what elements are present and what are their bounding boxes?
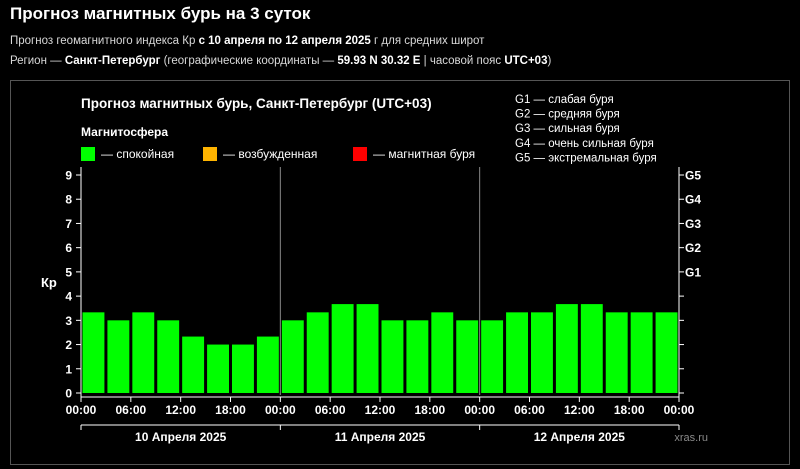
g-tick-label-g4: G4: [685, 193, 701, 207]
bar-3: [132, 312, 155, 393]
bar-7: [232, 344, 254, 393]
kp-chart: Прогноз магнитных бурь, Санкт-Петербург …: [41, 94, 708, 444]
sub1-prefix: Прогноз геомагнитного индекса Кр: [10, 35, 199, 47]
g-tick-label-g3: G3: [685, 217, 701, 231]
bar-18: [506, 312, 528, 393]
g-tick-label-g5: G5: [685, 169, 701, 183]
sub1-dates: с 10 апреля по 12 апреля 2025: [198, 35, 371, 47]
day-label-1: 10 Апреля 2025: [135, 430, 227, 444]
day-label-2: 11 Апреля 2025: [335, 430, 426, 444]
x-tick-label-10: 06:00: [514, 403, 545, 417]
region-coords: 59.93 N 30.32 E: [337, 55, 421, 67]
x-tick-label-2: 06:00: [115, 403, 146, 417]
watermark: xras.ru: [674, 432, 708, 444]
legend-swatch-1: [81, 147, 95, 161]
x-tick-label-1: 00:00: [66, 403, 97, 417]
bar-6: [207, 344, 229, 393]
y-tick-label-9: 9: [65, 169, 72, 183]
forecast-description: Прогноз геомагнитного индекса Кр с 10 ап…: [10, 35, 484, 47]
sub2-mid2: | часовой пояс: [420, 55, 505, 67]
sub2-prefix: Регион —: [10, 55, 65, 67]
y-tick-label-0: 0: [65, 387, 72, 401]
bar-21: [580, 304, 603, 393]
region-info: Регион — Санкт-Петербург (географические…: [10, 55, 551, 67]
legend-swatch-2: [203, 147, 217, 161]
x-tick-label-4: 18:00: [215, 403, 246, 417]
x-tick-label-8: 18:00: [414, 403, 445, 417]
chart-panel: Прогноз магнитных бурь, Санкт-Петербург …: [10, 80, 790, 465]
sub1-suffix: г для средних широт: [370, 35, 485, 47]
y-tick-label-3: 3: [65, 314, 72, 328]
bar-16: [456, 320, 479, 393]
bar-12: [356, 304, 379, 393]
bar-13: [381, 320, 404, 393]
y-tick-label-8: 8: [65, 193, 72, 207]
day-label-3: 12 Апреля 2025: [534, 430, 626, 444]
bar-14: [406, 320, 429, 393]
chart-title: Прогноз магнитных бурь, Санкт-Петербург …: [81, 96, 432, 111]
x-tick-label-13: 00:00: [664, 403, 695, 417]
g-scale-item-4: G4 — очень сильная буря: [515, 138, 654, 150]
bar-24: [655, 312, 678, 393]
x-tick-label-12: 18:00: [614, 403, 645, 417]
g-scale-item-1: G1 — слабая буря: [515, 94, 614, 106]
bar-17: [481, 320, 504, 393]
bar-9: [281, 320, 304, 393]
g-scale-item-5: G5 — экстремальная буря: [515, 152, 657, 164]
y-tick-label-5: 5: [65, 265, 72, 279]
x-tick-label-6: 06:00: [315, 403, 346, 417]
region-timezone: UTC+03: [504, 55, 548, 67]
legend-label-3: — магнитная буря: [373, 147, 475, 161]
y-tick-label-1: 1: [65, 362, 72, 376]
region-city: Санкт-Петербург: [64, 55, 161, 67]
bar-20: [555, 304, 578, 393]
bar-1: [82, 312, 105, 393]
g-scale-item-3: G3 — сильная буря: [515, 123, 620, 135]
x-tick-label-11: 12:00: [564, 403, 595, 417]
bar-2: [107, 320, 130, 393]
x-tick-label-7: 12:00: [365, 403, 396, 417]
g-tick-label-g1: G1: [685, 265, 701, 279]
x-tick-label-9: 00:00: [464, 403, 495, 417]
page-title: Прогноз магнитных бурь на 3 суток: [10, 4, 311, 23]
legend-title: Магнитосфера: [81, 125, 168, 139]
legend-swatch-3: [353, 147, 367, 161]
y-tick-label-6: 6: [65, 241, 72, 255]
bar-23: [630, 312, 653, 393]
legend-label-1: — спокойная: [101, 147, 174, 161]
x-tick-label-5: 00:00: [265, 403, 296, 417]
bar-11: [331, 304, 354, 393]
x-tick-label-3: 12:00: [165, 403, 196, 417]
g-scale-item-2: G2 — средняя буря: [515, 109, 620, 121]
sub2-suffix: ): [547, 55, 552, 67]
g-tick-label-g2: G2: [685, 241, 701, 255]
y-axis-label: Кр: [41, 275, 57, 290]
bar-10: [306, 312, 329, 393]
bar-22: [605, 312, 628, 393]
sub2-mid: (географические координаты —: [160, 55, 338, 67]
bar-19: [531, 312, 553, 393]
y-tick-label-4: 4: [65, 290, 72, 304]
y-tick-label-2: 2: [65, 338, 72, 352]
legend-label-2: — возбужденная: [223, 147, 317, 161]
y-tick-label-7: 7: [65, 217, 72, 231]
bar-5: [182, 336, 205, 393]
bar-8: [256, 336, 279, 393]
bar-15: [431, 312, 454, 393]
bar-4: [157, 320, 180, 393]
